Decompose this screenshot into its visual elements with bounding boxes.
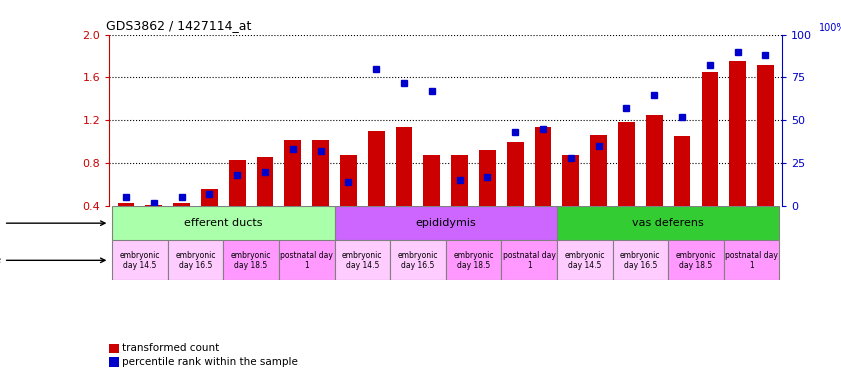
Bar — [390, 240, 446, 280]
Text: postnatal day
1: postnatal day 1 — [503, 251, 556, 270]
Bar — [618, 122, 635, 206]
Text: transformed count: transformed count — [122, 343, 220, 353]
Bar — [612, 240, 668, 280]
Bar — [668, 240, 724, 280]
Bar — [590, 135, 607, 206]
Text: embryonic
day 14.5: embryonic day 14.5 — [119, 251, 160, 270]
Text: embryonic
day 18.5: embryonic day 18.5 — [453, 251, 494, 270]
Bar — [368, 131, 384, 206]
Bar — [701, 72, 718, 206]
Bar — [424, 155, 440, 206]
Bar — [312, 139, 329, 206]
Bar — [201, 189, 218, 206]
Text: embryonic
day 18.5: embryonic day 18.5 — [231, 251, 272, 270]
Text: 100%: 100% — [819, 23, 841, 33]
Bar — [535, 127, 552, 206]
Bar — [563, 155, 579, 206]
Text: postnatal day
1: postnatal day 1 — [725, 251, 778, 270]
Bar — [167, 240, 224, 280]
Text: tissue: tissue — [0, 218, 105, 228]
Bar — [173, 203, 190, 206]
Text: percentile rank within the sample: percentile rank within the sample — [122, 357, 298, 367]
Bar — [335, 240, 390, 280]
Bar — [224, 240, 279, 280]
Bar — [452, 155, 468, 206]
Bar — [757, 65, 774, 206]
Bar — [674, 136, 690, 206]
Text: embryonic
day 14.5: embryonic day 14.5 — [564, 251, 605, 270]
Text: GDS3862 / 1427114_at: GDS3862 / 1427114_at — [106, 19, 251, 32]
Bar — [646, 115, 663, 206]
Bar — [229, 160, 246, 206]
Text: embryonic
day 16.5: embryonic day 16.5 — [175, 251, 216, 270]
Bar — [112, 240, 167, 280]
Bar — [118, 203, 135, 206]
Bar — [112, 206, 335, 240]
Bar — [145, 205, 162, 206]
Bar — [335, 206, 557, 240]
Text: embryonic
day 16.5: embryonic day 16.5 — [620, 251, 660, 270]
Bar — [729, 61, 746, 206]
Bar — [340, 155, 357, 206]
Text: efferent ducts: efferent ducts — [184, 218, 262, 228]
Bar — [557, 206, 780, 240]
Bar — [557, 240, 612, 280]
Bar — [257, 157, 273, 206]
Bar — [446, 240, 501, 280]
Text: postnatal day
1: postnatal day 1 — [280, 251, 333, 270]
Bar — [724, 240, 780, 280]
Bar — [507, 142, 524, 206]
Text: embryonic
day 16.5: embryonic day 16.5 — [398, 251, 438, 270]
Text: vas deferens: vas deferens — [632, 218, 704, 228]
Bar — [279, 240, 335, 280]
Bar — [501, 240, 557, 280]
Bar — [284, 139, 301, 206]
Text: embryonic
day 14.5: embryonic day 14.5 — [342, 251, 383, 270]
Bar — [479, 150, 496, 206]
Text: epididymis: epididymis — [415, 218, 476, 228]
Text: embryonic
day 18.5: embryonic day 18.5 — [675, 251, 717, 270]
Bar — [395, 127, 412, 206]
Text: development stage: development stage — [0, 255, 105, 265]
